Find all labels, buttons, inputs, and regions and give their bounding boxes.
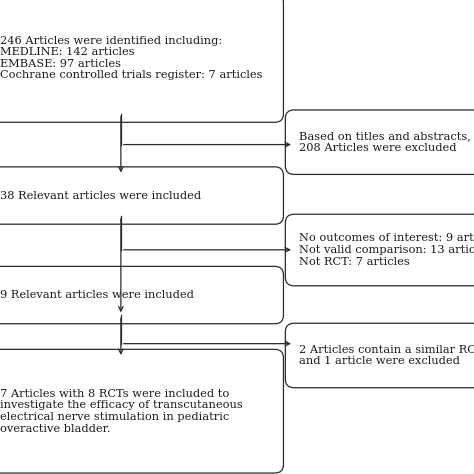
FancyBboxPatch shape [285, 323, 474, 388]
Text: 246 Articles were identified including:
MEDLINE: 142 articles
EMBASE: 97 article: 246 Articles were identified including: … [0, 36, 263, 81]
FancyBboxPatch shape [0, 167, 283, 224]
Text: 7 Articles with 8 RCTs were included to
investigate the efficacy of transcutaneo: 7 Articles with 8 RCTs were included to … [0, 389, 243, 434]
Text: No outcomes of interest: 9 articles
Not valid comparison: 13 articles
Not RCT: 7: No outcomes of interest: 9 articles Not … [299, 233, 474, 267]
Text: Based on titles and abstracts,
208 Articles were excluded: Based on titles and abstracts, 208 Artic… [299, 131, 471, 153]
FancyBboxPatch shape [285, 110, 474, 174]
Text: 2 Articles contain a similar RCT
and 1 article were excluded: 2 Articles contain a similar RCT and 1 a… [299, 345, 474, 366]
FancyBboxPatch shape [285, 214, 474, 286]
Text: 9 Relevant articles were included: 9 Relevant articles were included [0, 290, 194, 300]
Text: 38 Relevant articles were included: 38 Relevant articles were included [0, 191, 201, 201]
FancyBboxPatch shape [0, 266, 283, 324]
FancyBboxPatch shape [0, 349, 283, 473]
FancyBboxPatch shape [0, 0, 283, 122]
